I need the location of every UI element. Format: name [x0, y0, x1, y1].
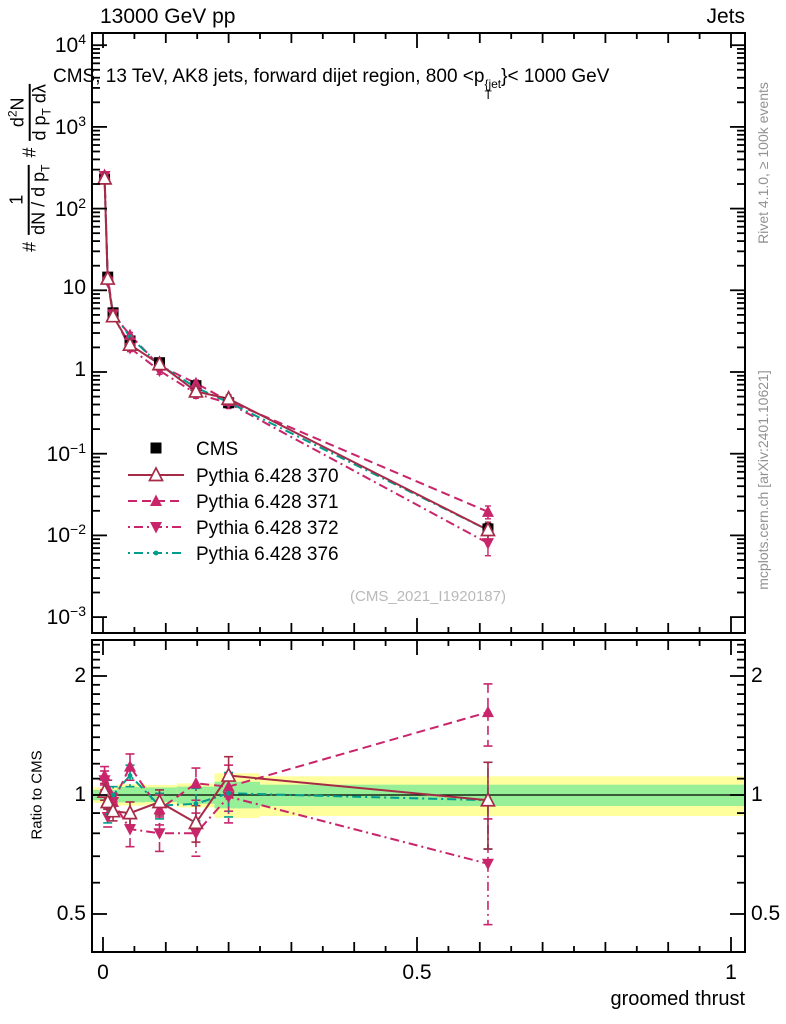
legend-item-label: Pythia 6.428 376 [196, 544, 339, 565]
main-y-tick-label: 104 [54, 31, 86, 58]
main-frame [91, 32, 746, 634]
ratio-y-tick-label-right: 1 [751, 783, 763, 806]
marker-triangle-up [153, 802, 166, 815]
main-y-tick-label: 10 [62, 276, 86, 300]
ratio-y-tick-label-left: 1 [74, 783, 86, 806]
marker-triangle-open [122, 804, 138, 820]
legend-item-label: Pythia 6.428 370 [196, 466, 339, 487]
main-y-tick-label: 10−3 [46, 603, 86, 630]
marker-triangle-open [105, 307, 121, 323]
main-y-tick-label: 10−2 [46, 521, 86, 548]
marker-triangle-up [150, 494, 162, 506]
marker-triangle-open [99, 793, 116, 809]
marker-triangle-open [480, 521, 496, 537]
ratio-y-tick-label-left: 2 [74, 664, 86, 687]
marker-triangle-open [122, 335, 138, 352]
marker-triangle-up [189, 376, 202, 389]
ratio-uncertainty-bands [92, 773, 745, 818]
x-tick-label: 0.5 [402, 961, 432, 984]
y-axis-label: # 1 dN / d pT # d2N d pT dλ [5, 84, 54, 252]
marker-triangle-down [189, 828, 202, 840]
marker-dot [226, 790, 232, 796]
marker-triangle-down [150, 522, 162, 534]
marker-triangle-down [124, 824, 137, 836]
marker-triangle-down [481, 538, 494, 550]
marker-triangle-open [96, 169, 113, 185]
marker-triangle-open [480, 791, 496, 807]
marker-triangle-up [189, 776, 202, 789]
main-y-tick-label: 102 [54, 194, 86, 221]
marker-triangle-up [124, 328, 137, 341]
ratio-y-tick-label-right: 0.5 [751, 901, 781, 925]
x-tick-label: 0 [97, 961, 109, 984]
data-markers [96, 168, 496, 871]
panel-title: CMS, 13 TeV, AK8 jets, forward dijet reg… [53, 66, 610, 102]
marker-triangle-up [481, 505, 494, 517]
ratio-y-tick-label-right: 2 [751, 664, 763, 687]
marker-triangle-down [222, 791, 235, 804]
main-curve [103, 174, 489, 513]
marker-triangle-down [98, 775, 111, 787]
marker-triangle-open [188, 382, 204, 398]
axes-frames [91, 32, 746, 953]
marker-triangle-open [105, 802, 121, 818]
ratio-y-tick-label-left: 0.5 [56, 901, 86, 925]
marker-triangle-open [151, 793, 168, 809]
watermark-analysis-id: (CMS_2021_I1920187) [350, 588, 506, 605]
marker-triangle-open [220, 766, 237, 782]
main-y-tick-label: 1 [74, 358, 86, 381]
header-beam-energy: 13000 GeV pp [100, 5, 236, 28]
legend-item-label: Pythia 6.428 372 [196, 518, 339, 539]
marker-dot [110, 792, 116, 798]
main-y-tick-label: 10−1 [46, 439, 86, 466]
rivet-version-note: Rivet 4.1.0, ≥ 100k events [755, 82, 771, 244]
marker-triangle-down [153, 828, 166, 840]
main-y-tick-label: 103 [54, 112, 86, 139]
legend-item-label: CMS [196, 439, 238, 460]
marker-dot [193, 801, 199, 807]
marker-triangle-up [481, 705, 494, 718]
marker-triangle-down [481, 858, 494, 871]
marker-triangle-open [188, 814, 204, 830]
marker-square [150, 442, 162, 454]
marker-triangle-up [124, 760, 137, 772]
marker-triangle-open [151, 355, 168, 371]
marker-triangle-open [148, 466, 164, 482]
legend: CMS Pythia 6.428 370 Pythia 6.428 371 Pythi… [128, 439, 339, 565]
ratio-frame [91, 639, 746, 953]
legend-item-label: Pythia 6.428 371 [196, 492, 339, 513]
x-tick-label: 1 [725, 961, 737, 984]
mcplots-arxiv-note: mcplots.cern.ch [arXiv:2401.10621] [755, 370, 771, 590]
marker-triangle-up [222, 780, 235, 792]
marker-dot [127, 773, 133, 778]
marker-dot [153, 550, 159, 556]
x-axis-label: groomed thrust [610, 988, 745, 1010]
marker-triangle-open [99, 269, 116, 285]
marker-triangle-open [220, 389, 237, 406]
header-analysis-group: Jets [706, 5, 745, 28]
